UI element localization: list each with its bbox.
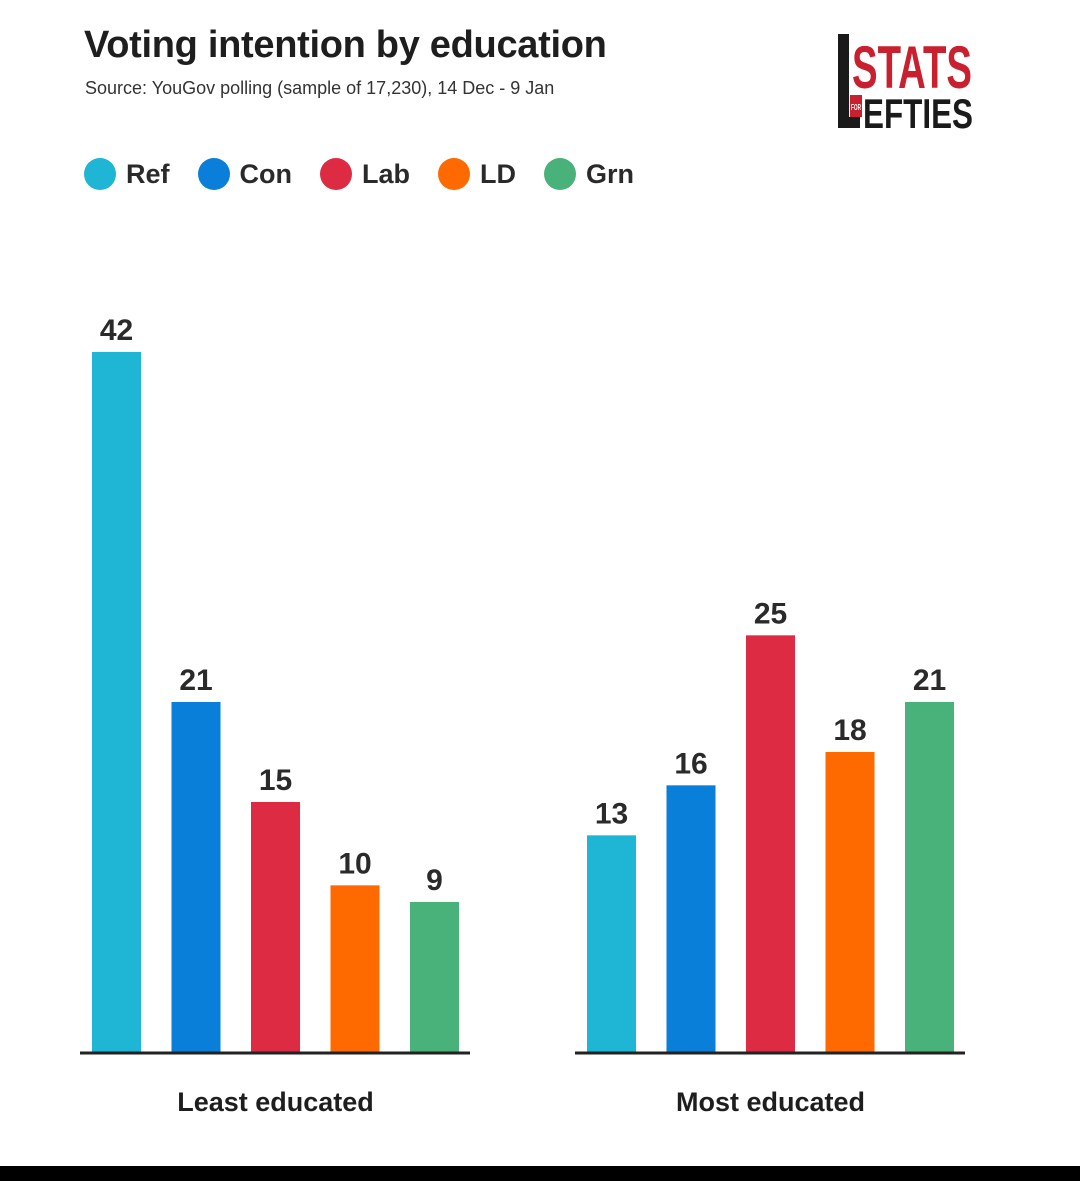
data-label-least-educated-lab: 15 (259, 764, 292, 797)
logo-l-bar (838, 34, 849, 128)
stats-for-lefties-logo: STATS FOR EFTIES (838, 34, 973, 132)
legend-swatch-con (197, 158, 230, 190)
chart-title: Voting intention by education (84, 24, 607, 66)
data-label-least-educated-ld: 10 (338, 847, 371, 880)
data-label-least-educated-ref: 42 (100, 314, 133, 347)
logo-top-text: STATS (852, 34, 972, 101)
bar-least-educated-ld (330, 885, 380, 1052)
data-label-most-educated-grn: 21 (913, 664, 946, 697)
data-label-most-educated-con: 16 (674, 747, 707, 780)
bar-least-educated-con (171, 702, 221, 1052)
legend-item-con: Con (197, 158, 292, 190)
chart-subtitle: Source: YouGov polling (sample of 17,230… (85, 78, 555, 98)
data-label-most-educated-lab: 25 (754, 597, 787, 630)
bar-most-educated-con (666, 785, 716, 1052)
legend-label-ld: LD (480, 158, 517, 189)
legend-item-ref: Ref (84, 158, 170, 190)
logo-bottom-text: EFTIES (863, 90, 973, 132)
legend-label-lab: Lab (362, 158, 411, 189)
legend-label-grn: Grn (586, 158, 635, 189)
bottom-bar (0, 1166, 1080, 1181)
logo-for-box (850, 95, 862, 117)
legend-swatch-ld (438, 158, 471, 190)
category-label-most-educated: Most educated (676, 1087, 865, 1117)
bar-most-educated-lab (746, 635, 795, 1052)
bar-most-educated-grn (905, 702, 954, 1052)
data-label-most-educated-ref: 13 (595, 797, 628, 830)
bar-most-educated-ld (825, 752, 875, 1052)
bar-least-educated-grn (410, 902, 459, 1052)
legend-label-ref: Ref (126, 158, 170, 189)
logo-l-foot (838, 117, 860, 128)
bar-most-educated-ref (587, 835, 636, 1052)
legend-item-grn: Grn (544, 158, 634, 190)
legend-swatch-lab (320, 158, 352, 190)
legend-item-lab: Lab (320, 158, 410, 190)
legend-swatch-ref (84, 158, 116, 190)
legend-item-ld: LD (438, 158, 516, 190)
data-label-least-educated-con: 21 (179, 664, 212, 697)
bar-least-educated-ref (92, 352, 141, 1052)
logo-small-text: FOR (851, 103, 861, 112)
legend-label-con: Con (239, 158, 292, 189)
chart-legend: Ref Con Lab LD Grn (84, 158, 634, 190)
data-label-most-educated-ld: 18 (833, 714, 866, 747)
category-label-least-educated: Least educated (177, 1087, 374, 1117)
bar-least-educated-lab (251, 802, 300, 1052)
data-label-least-educated-grn: 9 (426, 864, 443, 897)
legend-swatch-grn (544, 158, 577, 190)
